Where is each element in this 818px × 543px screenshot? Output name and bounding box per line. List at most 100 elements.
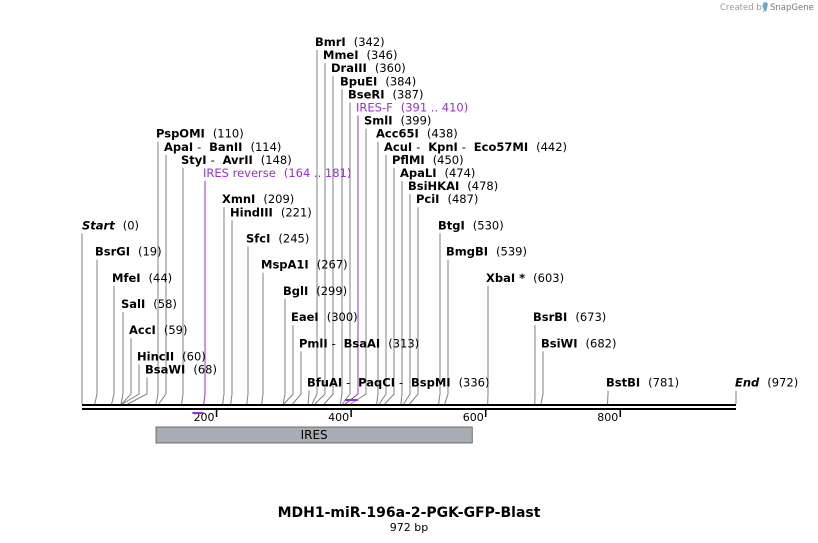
site-position: (391 .. 410) xyxy=(401,101,469,115)
site-label-bpuei[interactable]: BpuEI (384) xyxy=(340,74,416,88)
enzyme-name: PmlI xyxy=(299,336,328,350)
site-label-bsiwi[interactable]: BsiWI (682) xyxy=(541,336,616,350)
leader-line xyxy=(378,154,387,405)
site-label-bfuai-paqci-bspmi[interactable]: BfuAI - PaqCI - BspMI (336) xyxy=(307,376,490,390)
site-labels: BmrI (342)MmeI (346)DraIII (360)BpuEI (384)B… xyxy=(82,35,798,390)
site-label-mmei[interactable]: MmeI (346) xyxy=(323,48,397,62)
enzyme-name: SalI xyxy=(121,297,145,311)
label-separator: - xyxy=(346,376,350,390)
leader-line xyxy=(121,338,132,405)
site-position: (478) xyxy=(467,179,498,193)
site-label-start[interactable]: Start (0) xyxy=(82,218,139,232)
site-label-end[interactable]: End (972) xyxy=(735,376,798,390)
site-label-pflmi[interactable]: PflMI (450) xyxy=(392,153,464,167)
label-separator: - xyxy=(462,140,466,154)
site-position: (399) xyxy=(401,114,432,128)
site-label-mfei[interactable]: MfeI (44) xyxy=(112,271,172,285)
site-label-hindiii[interactable]: HindIII (221) xyxy=(230,205,312,219)
site-position: (209) xyxy=(263,192,294,206)
leader-line xyxy=(246,246,249,405)
site-label-bsihkai[interactable]: BsiHKAI (478) xyxy=(408,179,498,193)
site-label-xbai-[interactable]: XbaI * (603) xyxy=(486,271,564,285)
enzyme-name: BpuEI xyxy=(340,74,377,88)
enzyme-name: Eco57MI xyxy=(474,140,528,154)
site-position: (336) xyxy=(459,376,490,390)
enzyme-name: Start xyxy=(82,218,115,232)
site-label-acc65i[interactable]: Acc65I (438) xyxy=(376,127,458,141)
site-label-ires-reverse[interactable]: IRES reverse (164 .. 181) xyxy=(203,166,351,180)
site-label-mspa1i[interactable]: MspA1I (267) xyxy=(261,258,348,272)
enzyme-name: PspOMI xyxy=(156,127,205,141)
site-label-apai-banii[interactable]: ApaI - BanII (114) xyxy=(164,140,281,154)
enzyme-name: BstBI xyxy=(606,376,640,390)
site-label-sali[interactable]: SalI (58) xyxy=(121,297,177,311)
site-position: (438) xyxy=(427,127,458,141)
site-position: (300) xyxy=(327,310,358,324)
enzyme-name: ApaLI xyxy=(400,166,437,180)
site-label-ires-f[interactable]: IRES-F (391 .. 410) xyxy=(356,101,468,115)
ruler-ticks: 200 400 600 800 xyxy=(194,410,622,424)
site-position: (682) xyxy=(586,336,617,350)
site-label-apali[interactable]: ApaLI (474) xyxy=(400,166,475,180)
site-label-bgli[interactable]: BglI (299) xyxy=(283,284,347,298)
site-position: (384) xyxy=(385,74,416,88)
enzyme-name: PflMI xyxy=(392,153,425,167)
site-position: (539) xyxy=(496,245,527,259)
site-label-hincii[interactable]: HincII (60) xyxy=(137,349,206,363)
site-label-bseri[interactable]: BseRI (387) xyxy=(348,87,423,101)
site-position: (603) xyxy=(533,271,564,285)
enzyme-name: IRES-F xyxy=(356,101,393,115)
leader-line xyxy=(376,141,379,405)
site-label-pmli-bsaai[interactable]: PmlI - BsaAI (313) xyxy=(299,336,419,350)
leader-line xyxy=(400,181,403,405)
leader-line xyxy=(120,312,124,405)
site-position: (313) xyxy=(388,336,419,350)
leader-line xyxy=(606,390,609,405)
enzyme-name: XbaI * xyxy=(486,271,525,285)
leader-line xyxy=(181,167,184,405)
leader-line xyxy=(540,351,544,405)
leader-line xyxy=(292,351,302,405)
site-label-pcii[interactable]: PciI (487) xyxy=(416,192,478,206)
site-label-bmri[interactable]: BmrI (342) xyxy=(315,35,385,49)
site-label-eaei[interactable]: EaeI (300) xyxy=(291,310,358,324)
site-label-bstbi[interactable]: BstBI (781) xyxy=(606,376,679,390)
ires-feature-label: IRES xyxy=(301,428,328,442)
enzyme-name: BfuAI xyxy=(307,376,342,390)
site-label-xmni[interactable]: XmnI (209) xyxy=(222,192,294,206)
leader-line xyxy=(384,167,395,405)
label-separator: - xyxy=(332,336,336,350)
enzyme-name: KpnI xyxy=(428,140,458,154)
site-label-acci[interactable]: AccI (59) xyxy=(129,323,187,337)
site-label-bsrbi[interactable]: BsrBI (673) xyxy=(533,310,606,324)
site-position: (360) xyxy=(375,61,406,75)
label-separator: - xyxy=(416,140,420,154)
enzyme-name: BanII xyxy=(209,140,242,154)
tick-label: 200 xyxy=(194,411,215,424)
site-position: (972) xyxy=(767,376,798,390)
site-position: (487) xyxy=(447,192,478,206)
site-label-sfci[interactable]: SfcI (245) xyxy=(246,232,309,246)
plasmid-length: 972 bp xyxy=(390,521,428,534)
ires-feature[interactable] xyxy=(155,426,473,444)
dna-backbone xyxy=(82,404,736,410)
leader-line xyxy=(438,233,441,405)
site-label-styi-avrii[interactable]: StyI - AvrII (148) xyxy=(181,153,292,167)
site-label-draiii[interactable]: DraIII (360) xyxy=(331,61,406,75)
leader-line xyxy=(444,259,449,405)
site-label-acui-kpni-eco57mi[interactable]: AcuI - KpnI - Eco57MI (442) xyxy=(384,140,567,154)
site-position: (58) xyxy=(153,297,177,311)
leader-line xyxy=(311,50,318,405)
site-position: (44) xyxy=(149,271,173,285)
site-label-bmgbi[interactable]: BmgBI (539) xyxy=(446,245,527,259)
site-label-bsawi[interactable]: BsaWI (68) xyxy=(145,363,217,377)
site-position: (110) xyxy=(213,127,244,141)
site-position: (68) xyxy=(193,363,217,377)
enzyme-name: BmgBI xyxy=(446,245,488,259)
site-label-btgi[interactable]: BtgI (530) xyxy=(438,218,504,232)
site-position: (148) xyxy=(261,153,292,167)
site-label-bsrgi[interactable]: BsrGI (19) xyxy=(95,245,162,259)
site-label-pspomi[interactable]: PspOMI (110) xyxy=(156,127,244,141)
site-label-smli[interactable]: SmlI (399) xyxy=(364,114,431,128)
